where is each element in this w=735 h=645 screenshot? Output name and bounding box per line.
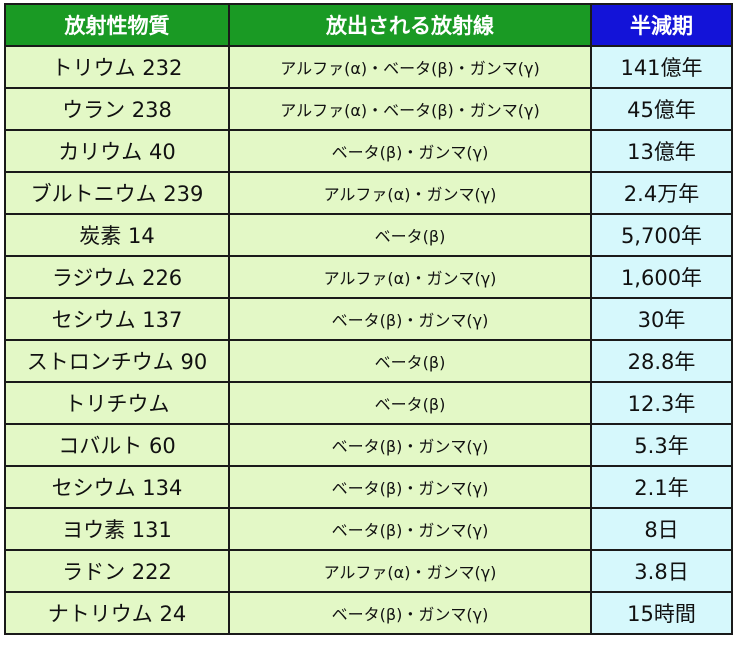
radiation-cell: ベータ(β) — [228, 213, 592, 257]
substance-cell: ヨウ素 131 — [4, 507, 230, 551]
radiation-cell: ベータ(β)・ガンマ(γ) — [228, 507, 592, 551]
table-row: ラドン 222 アルファ(α)・ガンマ(γ) 3.8日 — [4, 549, 733, 593]
halflife-cell: 13億年 — [590, 129, 733, 173]
header-halflife: 半減期 — [590, 3, 733, 47]
table-row: ラジウム 226 アルファ(α)・ガンマ(γ) 1,600年 — [4, 255, 733, 299]
halflife-cell: 28.8年 — [590, 339, 733, 383]
radiation-cell: アルファ(α)・ガンマ(γ) — [228, 171, 592, 215]
table-row: トリチウム ベータ(β) 12.3年 — [4, 381, 733, 425]
table-row: セシウム 134 ベータ(β)・ガンマ(γ) 2.1年 — [4, 465, 733, 509]
halflife-cell: 45億年 — [590, 87, 733, 131]
header-row: 放射性物質 放出される放射線 半減期 — [4, 3, 733, 47]
table-row: ウラン 238 アルファ(α)・ベータ(β)・ガンマ(γ) 45億年 — [4, 87, 733, 131]
substance-cell: トリウム 232 — [4, 45, 230, 89]
radiation-cell: ベータ(β) — [228, 381, 592, 425]
table-row: セシウム 137 ベータ(β)・ガンマ(γ) 30年 — [4, 297, 733, 341]
table-row: 炭素 14 ベータ(β) 5,700年 — [4, 213, 733, 257]
halflife-cell: 12.3年 — [590, 381, 733, 425]
radiation-cell: ベータ(β)・ガンマ(γ) — [228, 591, 592, 635]
halflife-cell: 2.4万年 — [590, 171, 733, 215]
substance-cell: ブルトニウム 239 — [4, 171, 230, 215]
substance-cell: ナトリウム 24 — [4, 591, 230, 635]
radiation-cell: アルファ(α)・ガンマ(γ) — [228, 549, 592, 593]
table-row: トリウム 232 アルファ(α)・ベータ(β)・ガンマ(γ) 141億年 — [4, 45, 733, 89]
substance-cell: カリウム 40 — [4, 129, 230, 173]
header-substance: 放射性物質 — [4, 3, 230, 47]
substance-cell: セシウム 134 — [4, 465, 230, 509]
halflife-cell: 15時間 — [590, 591, 733, 635]
substance-cell: ラドン 222 — [4, 549, 230, 593]
radiation-cell: ベータ(β) — [228, 339, 592, 383]
halflife-cell: 8日 — [590, 507, 733, 551]
halflife-cell: 30年 — [590, 297, 733, 341]
substance-cell: ストロンチウム 90 — [4, 339, 230, 383]
substance-cell: ウラン 238 — [4, 87, 230, 131]
table-row: ナトリウム 24 ベータ(β)・ガンマ(γ) 15時間 — [4, 591, 733, 635]
table-row: ブルトニウム 239 アルファ(α)・ガンマ(γ) 2.4万年 — [4, 171, 733, 215]
table-row: ヨウ素 131 ベータ(β)・ガンマ(γ) 8日 — [4, 507, 733, 551]
halflife-cell: 5.3年 — [590, 423, 733, 467]
halflife-cell: 5,700年 — [590, 213, 733, 257]
halflife-cell: 1,600年 — [590, 255, 733, 299]
halflife-cell: 3.8日 — [590, 549, 733, 593]
table-row: ストロンチウム 90 ベータ(β) 28.8年 — [4, 339, 733, 383]
radiation-cell: ベータ(β)・ガンマ(γ) — [228, 465, 592, 509]
table-header: 放射性物質 放出される放射線 半減期 — [4, 3, 733, 47]
radiation-cell: アルファ(α)・ガンマ(γ) — [228, 255, 592, 299]
substance-cell: セシウム 137 — [4, 297, 230, 341]
substance-cell: コバルト 60 — [4, 423, 230, 467]
substance-cell: ラジウム 226 — [4, 255, 230, 299]
table-body: トリウム 232 アルファ(α)・ベータ(β)・ガンマ(γ) 141億年 ウラン… — [4, 45, 733, 635]
halflife-cell: 141億年 — [590, 45, 733, 89]
radiation-cell: アルファ(α)・ベータ(β)・ガンマ(γ) — [228, 45, 592, 89]
radiation-cell: アルファ(α)・ベータ(β)・ガンマ(γ) — [228, 87, 592, 131]
substance-cell: 炭素 14 — [4, 213, 230, 257]
table-row: コバルト 60 ベータ(β)・ガンマ(γ) 5.3年 — [4, 423, 733, 467]
halflife-cell: 2.1年 — [590, 465, 733, 509]
header-radiation: 放出される放射線 — [228, 3, 592, 47]
radioactive-substances-table: 放射性物質 放出される放射線 半減期 トリウム 232 アルファ(α)・ベータ(… — [4, 3, 733, 635]
radiation-cell: ベータ(β)・ガンマ(γ) — [228, 423, 592, 467]
radiation-cell: ベータ(β)・ガンマ(γ) — [228, 297, 592, 341]
substance-cell: トリチウム — [4, 381, 230, 425]
table-row: カリウム 40 ベータ(β)・ガンマ(γ) 13億年 — [4, 129, 733, 173]
radiation-cell: ベータ(β)・ガンマ(γ) — [228, 129, 592, 173]
